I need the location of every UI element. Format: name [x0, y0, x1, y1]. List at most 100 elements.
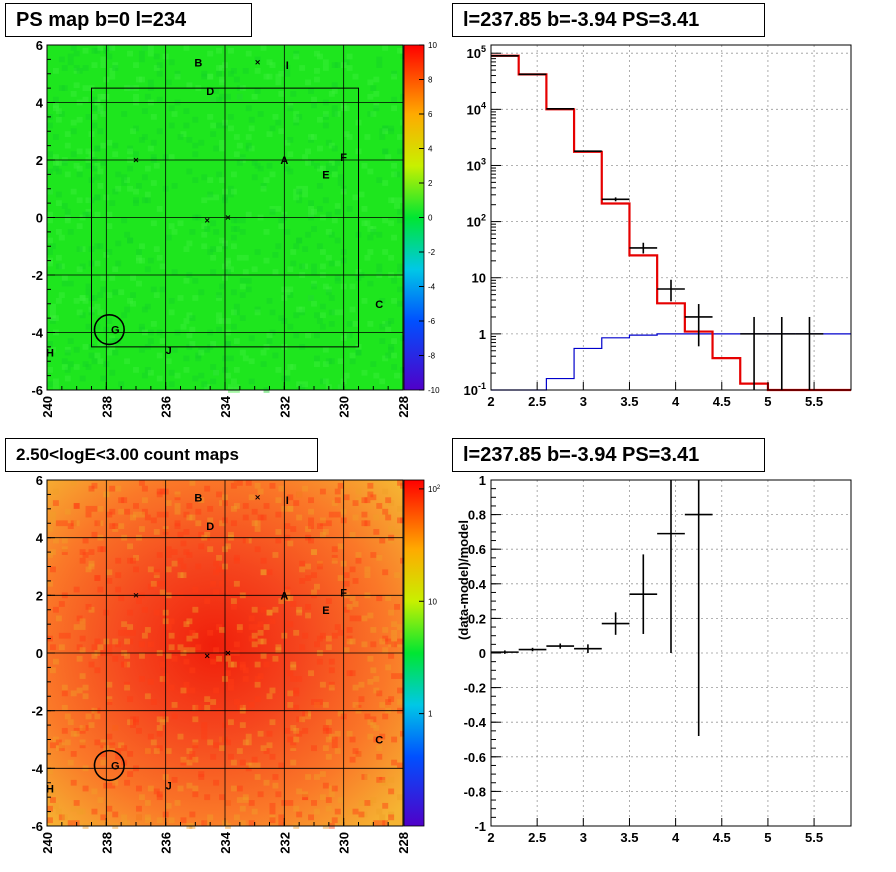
count-map-pixel [136, 814, 142, 821]
count-map-pixel [144, 693, 151, 700]
ps-map-pixel [61, 85, 68, 91]
ps-map-pixel [97, 358, 104, 365]
count-map-pixel [284, 523, 291, 530]
count-map-pixel [207, 505, 214, 512]
count-map-x-tick-label: 230 [337, 832, 352, 854]
ps-map-pixel [230, 243, 237, 250]
count-map-pixel [124, 653, 131, 659]
ps-map-pixel [287, 151, 294, 158]
ps-map-pixel [388, 344, 395, 350]
count-map-pixel [275, 511, 282, 518]
ps-map-pixel [275, 206, 282, 212]
ps-map-pixel [67, 53, 74, 60]
count-map-pixel [112, 526, 119, 532]
count-map-pixel [287, 505, 294, 512]
count-map-pixel [331, 546, 338, 553]
count-map-pixel [201, 733, 208, 740]
count-map-pixel [121, 661, 128, 668]
ps-map-pixel [150, 321, 157, 327]
count-map-pixel [124, 508, 131, 515]
ps-map-pixel [186, 240, 193, 247]
ps-map-pixel [213, 194, 220, 201]
count-map-pixel [112, 725, 119, 731]
count-map-pixel [97, 546, 104, 553]
ps-map-pixel [370, 226, 377, 232]
count-map-pixel [302, 727, 309, 734]
count-map-pixel [70, 480, 77, 486]
ps-map-pixel [168, 369, 175, 376]
ps-map-pixel [334, 237, 341, 244]
ps-map-pixel [219, 93, 225, 100]
count-map-pixel [106, 733, 113, 740]
ps-map-pixel [106, 53, 113, 60]
count-map-pixel [70, 805, 77, 812]
ps-map-pixel [352, 194, 359, 201]
count-map-pixel [269, 808, 276, 815]
count-map-pixel [242, 676, 249, 682]
ps-map-pixel [171, 229, 178, 235]
count-map-pixel [311, 800, 317, 806]
count-map-pixel [198, 543, 205, 550]
count-map-pixel [79, 739, 86, 746]
count-map-pixel [70, 520, 77, 527]
ps-map-pixel [138, 137, 145, 143]
count-map-pixel [136, 805, 142, 812]
count-map-pixel [388, 537, 395, 544]
count-map-pixel [201, 820, 208, 826]
ps-map-pixel [97, 93, 104, 100]
count-map-pixel [385, 699, 392, 705]
count-map-pixel [106, 578, 113, 584]
count-map-pixel [225, 800, 231, 806]
ps-map-pixel [311, 102, 317, 109]
count-map-pixel [94, 713, 101, 720]
ps-map-x-tick-label: 240 [40, 396, 55, 418]
residual-y-tick-label: 0.8 [468, 508, 486, 523]
ps-map-pixel [251, 174, 258, 181]
count-map-pixel [79, 647, 86, 653]
ps-map-pixel [210, 131, 217, 137]
count-map-pixel [308, 814, 314, 821]
count-map-pixel [239, 722, 246, 728]
count-map-pixel [391, 673, 398, 679]
count-map-pixel [156, 730, 163, 737]
ps-map-pixel [251, 266, 258, 273]
count-map-pixel [153, 788, 160, 795]
ps-map-pixel [201, 381, 208, 388]
count-map-pixel [385, 664, 392, 671]
ps-map-pixel [55, 229, 62, 235]
count-map-source-label: I [286, 495, 289, 507]
count-map-pixel [266, 609, 273, 616]
ps-map-pixel [47, 341, 53, 347]
count-map-pixel [180, 756, 187, 763]
residual-x-tick-label: 5 [764, 830, 771, 845]
ps-map-pixel [136, 257, 142, 264]
ps-map-pixel [328, 160, 335, 166]
count-map-pixel [325, 727, 332, 734]
ps-map-pixel [133, 188, 139, 195]
count-map-pixel [112, 725, 119, 731]
count-map-circle-marker [93, 749, 125, 782]
ps-map-pixel [373, 102, 380, 109]
ps-map-pixel [388, 254, 395, 261]
spectrum-y-tick-label: 102 [467, 213, 486, 230]
ps-map-pixel [225, 341, 231, 347]
count-map-pixel [239, 759, 246, 766]
ps-map-pixel [239, 229, 246, 235]
ps-map-pixel [230, 226, 237, 232]
count-map-pixel [192, 791, 199, 798]
ps-map-pixel [112, 188, 119, 195]
ps-map-pixel [314, 355, 320, 362]
ps-map-pixel [269, 309, 276, 316]
ps-map-pixel [245, 50, 252, 57]
ps-map-pixel [248, 335, 255, 342]
count-map-pixel [245, 762, 252, 769]
ps-map-x-tick-label: 230 [337, 396, 352, 418]
ps-map-pixel [85, 283, 92, 290]
count-map-pixel [73, 624, 80, 630]
spectrum-total-model-line [491, 54, 851, 392]
count-map-pixel [136, 727, 142, 734]
count-map-pixel [233, 580, 240, 587]
ps-map-pixel [337, 384, 344, 390]
ps-map-pixel [325, 211, 332, 218]
count-map-pixel [79, 557, 86, 564]
